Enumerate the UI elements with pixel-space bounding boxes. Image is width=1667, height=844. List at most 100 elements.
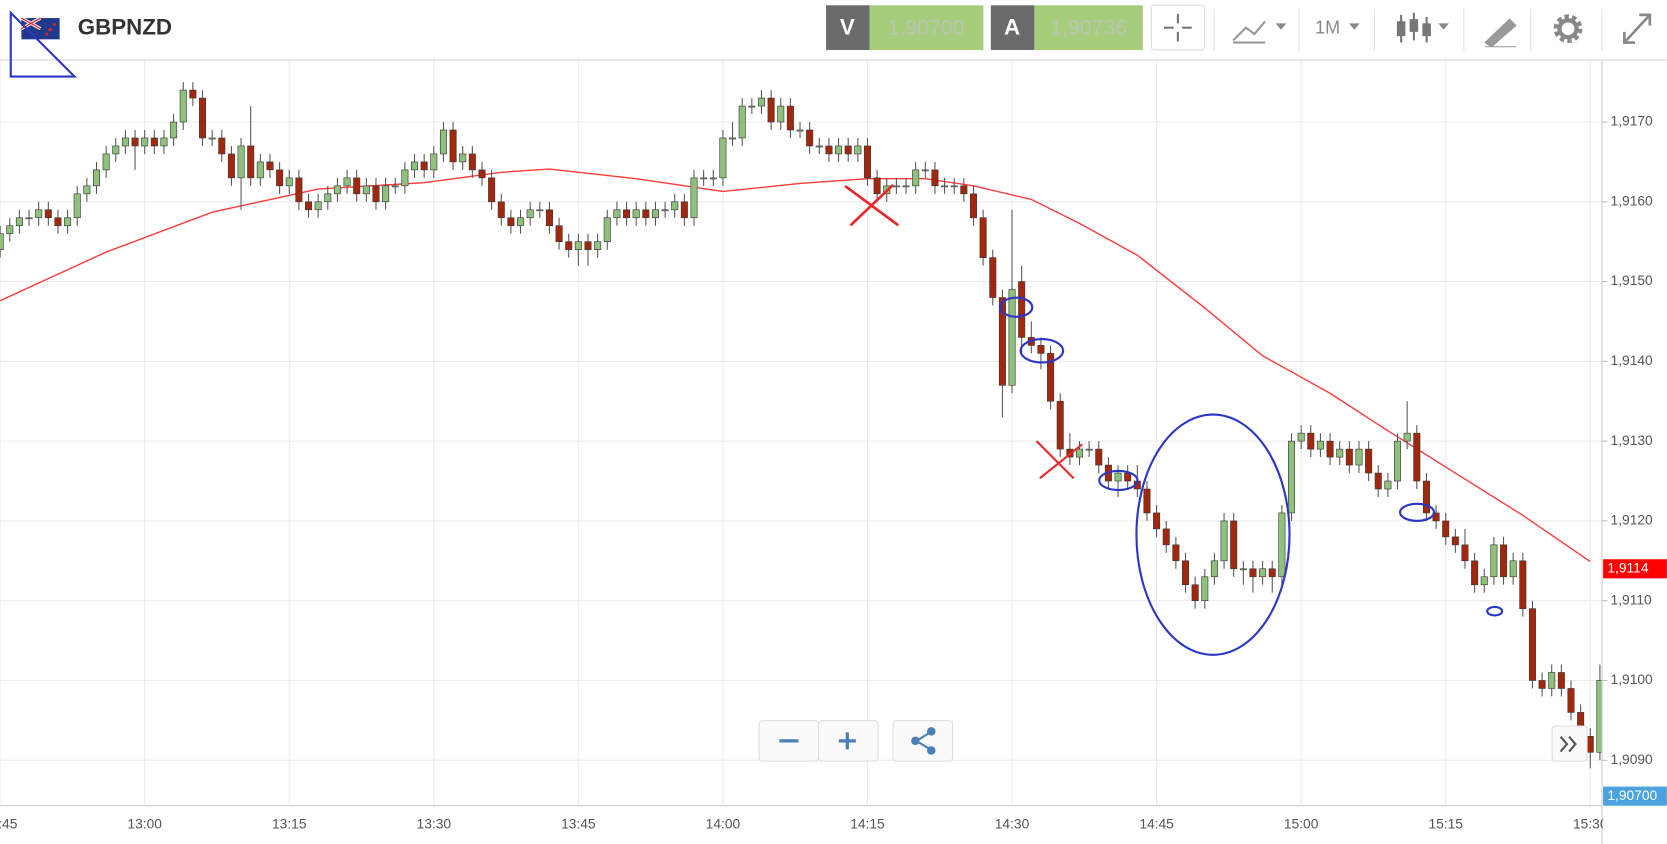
candle-body xyxy=(1278,512,1286,578)
crosshair-icon xyxy=(1164,13,1192,42)
y-tick-label: 1,9120 xyxy=(1611,512,1654,528)
candle xyxy=(1557,664,1565,697)
candle-body xyxy=(854,145,862,155)
candle-body xyxy=(1095,448,1103,466)
x-tick-label: 14:00 xyxy=(706,816,741,832)
candle xyxy=(1461,528,1469,569)
candle-body xyxy=(1519,560,1527,609)
y-axis-panel xyxy=(1602,60,1667,844)
candle xyxy=(1442,512,1450,545)
candle xyxy=(863,137,871,186)
candle-body xyxy=(1471,560,1479,586)
candle-body xyxy=(343,177,351,187)
candle xyxy=(478,161,486,186)
candle xyxy=(1500,536,1508,585)
candle-body xyxy=(285,177,293,187)
candle xyxy=(150,129,158,154)
candle-body xyxy=(1210,560,1218,578)
candle-body xyxy=(960,185,968,195)
candle-body xyxy=(1500,544,1508,578)
cross-stroke xyxy=(849,183,894,227)
candle xyxy=(613,201,621,226)
zoom-out-button[interactable] xyxy=(758,720,820,762)
candle-body xyxy=(314,201,322,211)
crosshair-button[interactable] xyxy=(1150,4,1206,51)
candle xyxy=(1548,664,1556,697)
blue-ellipses xyxy=(999,296,1504,656)
candle-body xyxy=(266,161,274,171)
candle-body xyxy=(478,169,486,179)
candle xyxy=(420,153,428,178)
scroll-to-end-button[interactable] xyxy=(1551,725,1588,762)
candle xyxy=(796,122,804,138)
x-tick-label: 12:45 xyxy=(0,816,18,832)
candle xyxy=(1095,441,1103,474)
candle xyxy=(1239,560,1247,585)
candle-type-button[interactable] xyxy=(1396,12,1449,43)
candle-body xyxy=(921,169,929,172)
candle-body xyxy=(709,177,717,180)
candle-body xyxy=(1230,520,1238,570)
y-tick-label: 1,9100 xyxy=(1611,671,1654,687)
candle xyxy=(179,82,187,130)
y-tick-label: 1,9130 xyxy=(1611,432,1654,448)
ellipse xyxy=(1098,469,1139,492)
candle-body xyxy=(748,105,756,108)
fullscreen-button[interactable] xyxy=(1623,13,1652,44)
chart-type-button[interactable] xyxy=(1232,20,1287,44)
drawing-tools-button[interactable] xyxy=(1484,18,1517,48)
candle-body xyxy=(1181,560,1190,586)
candle-body xyxy=(680,201,688,219)
candle-body xyxy=(6,225,14,235)
candle xyxy=(1307,425,1315,458)
candle xyxy=(324,185,332,210)
candle xyxy=(1374,465,1382,497)
candle-body xyxy=(208,137,216,140)
candle xyxy=(199,90,207,146)
candle-body xyxy=(1480,576,1488,586)
candle-body xyxy=(1268,568,1276,578)
candle-body xyxy=(131,137,139,147)
buy-button[interactable]: A 1,90736 xyxy=(990,5,1143,50)
candle xyxy=(517,209,525,234)
candle xyxy=(15,209,23,234)
candle xyxy=(574,233,582,266)
candle xyxy=(218,129,226,162)
share-button[interactable] xyxy=(892,720,954,762)
candle xyxy=(757,90,765,115)
candle-body xyxy=(844,145,852,155)
candle-body xyxy=(690,177,698,219)
candle-body xyxy=(1191,584,1199,602)
candle-body xyxy=(767,97,775,123)
candle xyxy=(825,137,833,162)
candle-body xyxy=(1326,440,1334,458)
candle xyxy=(565,233,573,258)
candles xyxy=(0,82,1604,769)
candle xyxy=(73,185,81,226)
x-tick-label: 13:45 xyxy=(561,816,596,832)
candle xyxy=(844,137,852,162)
buy-label: A xyxy=(1004,15,1020,40)
zoom-in-button[interactable] xyxy=(818,720,879,762)
candle-body xyxy=(1384,480,1392,490)
candle-body xyxy=(150,137,158,147)
candle xyxy=(333,177,341,202)
share-node xyxy=(927,746,936,755)
candle-body xyxy=(449,129,457,163)
settings-button[interactable] xyxy=(1553,14,1583,44)
candle-body xyxy=(1509,560,1517,578)
buy-price: 1,90736 xyxy=(1050,15,1127,39)
timeframe-button[interactable]: 1M xyxy=(1315,17,1360,37)
candle-body xyxy=(141,137,149,147)
candle-body xyxy=(362,185,370,195)
candle xyxy=(362,177,370,202)
candle-body xyxy=(873,177,881,195)
candle xyxy=(700,169,708,186)
candle-body xyxy=(353,177,361,195)
candle xyxy=(1422,473,1430,521)
candle xyxy=(1394,433,1402,490)
candle-body xyxy=(333,185,341,195)
candle-body xyxy=(1461,544,1469,562)
sell-button[interactable]: V 1,90700 xyxy=(826,5,984,50)
candle-body xyxy=(565,241,573,250)
